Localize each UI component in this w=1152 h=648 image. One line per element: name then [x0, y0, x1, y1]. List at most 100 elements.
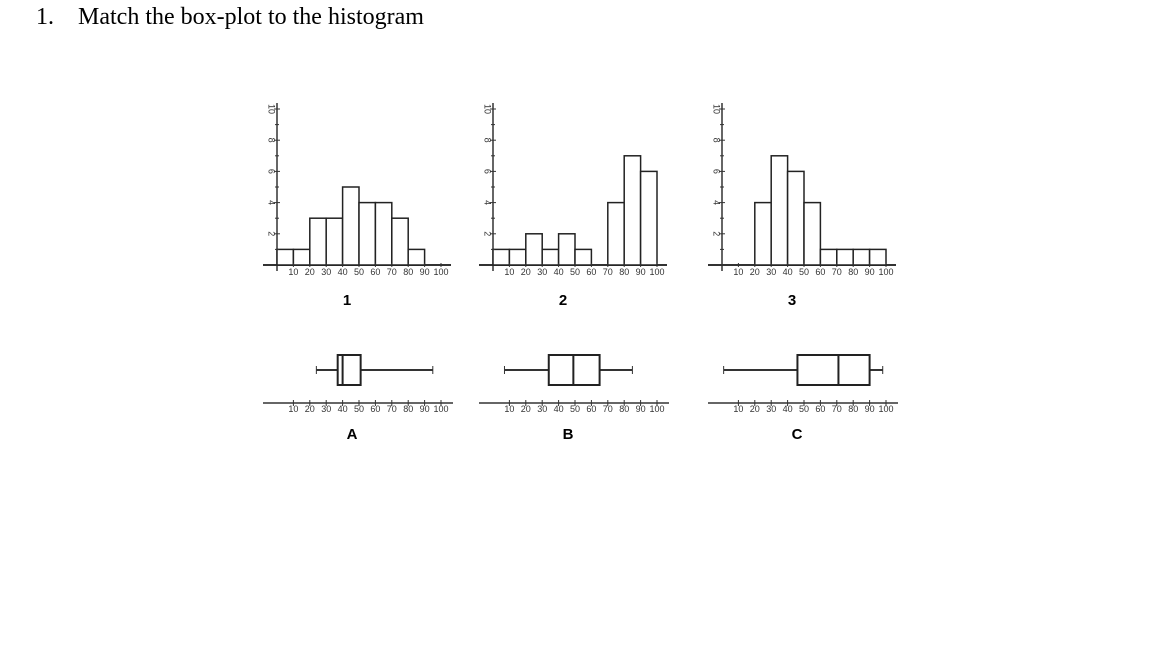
x-tick-label: 60 [815, 404, 825, 414]
x-tick-label: 60 [370, 404, 380, 414]
y-tick-label: 10 [483, 104, 493, 114]
x-tick-label: 10 [288, 404, 298, 414]
y-tick-label: 10 [712, 104, 722, 114]
x-tick-label: 50 [570, 404, 580, 414]
x-tick-label: 60 [586, 404, 596, 414]
bar [574, 248, 593, 266]
x-tick-label: 40 [338, 267, 348, 277]
x-tick-label: 50 [799, 404, 809, 414]
x-tick-label: 100 [878, 404, 893, 414]
x-tick-label: 20 [305, 404, 315, 414]
x-tick-label: 80 [619, 404, 629, 414]
x-tick-label: 30 [766, 267, 776, 277]
y-tick-label: 8 [267, 138, 277, 143]
x-tick-label: 70 [387, 404, 397, 414]
x-tick-label: 70 [603, 404, 613, 414]
x-tick-label: 60 [815, 267, 825, 277]
y-tick-label: 2 [712, 231, 722, 236]
y-tick-label: 10 [267, 104, 277, 114]
x-tick-label: 90 [420, 404, 430, 414]
x-tick-label: 50 [354, 404, 364, 414]
x-tick-label: 90 [865, 267, 875, 277]
chart-title: A [347, 426, 358, 443]
x-tick-label: 70 [603, 267, 613, 277]
y-tick-label: 4 [267, 200, 277, 205]
chart-title: 2 [559, 292, 567, 309]
bar [770, 155, 789, 266]
y-tick-label: 6 [483, 169, 493, 174]
bar [374, 201, 393, 266]
x-tick-label: 50 [799, 267, 809, 277]
x-tick-label: 40 [783, 267, 793, 277]
y-tick-label: 4 [712, 200, 722, 205]
bar [557, 233, 576, 266]
chart-title: 3 [788, 292, 796, 309]
bar [819, 248, 838, 266]
x-tick-label: 70 [832, 267, 842, 277]
y-tick-label: 4 [483, 200, 493, 205]
x-tick-label: 30 [537, 404, 547, 414]
x-tick-label: 80 [619, 267, 629, 277]
x-tick-label: 20 [305, 267, 315, 277]
bar [276, 248, 295, 266]
x-tick-label: 90 [636, 267, 646, 277]
bar [639, 170, 658, 266]
x-tick-label: 40 [338, 404, 348, 414]
bar [391, 217, 409, 266]
box [796, 354, 871, 386]
x-tick-label: 40 [554, 404, 564, 414]
bar [868, 248, 887, 266]
bar [623, 155, 642, 266]
x-tick-label: 40 [554, 267, 564, 277]
y-tick-label: 2 [483, 231, 493, 236]
bar [607, 201, 625, 266]
chart-title: B [563, 426, 574, 443]
bar [309, 217, 327, 266]
bar [341, 186, 360, 266]
x-tick-label: 80 [848, 404, 858, 414]
box [336, 354, 362, 386]
x-tick-label: 50 [570, 267, 580, 277]
x-tick-label: 20 [521, 404, 531, 414]
y-tick-label: 6 [267, 169, 277, 174]
x-tick-label: 40 [783, 404, 793, 414]
x-tick-label: 10 [733, 267, 743, 277]
bar [325, 217, 344, 266]
bar [525, 233, 543, 266]
x-tick-label: 10 [504, 267, 514, 277]
x-tick-label: 10 [733, 404, 743, 414]
x-tick-label: 50 [354, 267, 364, 277]
x-tick-label: 80 [403, 404, 413, 414]
x-tick-label: 90 [636, 404, 646, 414]
question-number: 1. [36, 4, 54, 30]
x-tick-label: 70 [387, 267, 397, 277]
bar [358, 201, 377, 266]
x-tick-label: 90 [420, 267, 430, 277]
bar [407, 248, 426, 266]
x-tick-label: 20 [521, 267, 531, 277]
question-text: Match the box-plot to the histogram [78, 4, 424, 30]
x-tick-label: 100 [878, 267, 893, 277]
x-tick-label: 60 [370, 267, 380, 277]
bar [508, 248, 527, 266]
y-tick-label: 8 [712, 138, 722, 143]
x-tick-label: 80 [848, 267, 858, 277]
x-tick-label: 10 [504, 404, 514, 414]
y-tick-label: 8 [483, 138, 493, 143]
x-tick-label: 80 [403, 267, 413, 277]
x-tick-label: 30 [321, 404, 331, 414]
x-tick-label: 30 [321, 267, 331, 277]
x-tick-label: 20 [750, 404, 760, 414]
chart-title: C [792, 426, 803, 443]
x-tick-label: 20 [750, 267, 760, 277]
x-tick-label: 90 [865, 404, 875, 414]
bar [803, 201, 822, 266]
bar [292, 248, 311, 266]
bar [786, 170, 805, 266]
x-tick-label: 30 [766, 404, 776, 414]
bar [541, 248, 560, 266]
x-tick-label: 100 [433, 267, 448, 277]
bar [492, 248, 511, 266]
y-tick-label: 6 [712, 169, 722, 174]
